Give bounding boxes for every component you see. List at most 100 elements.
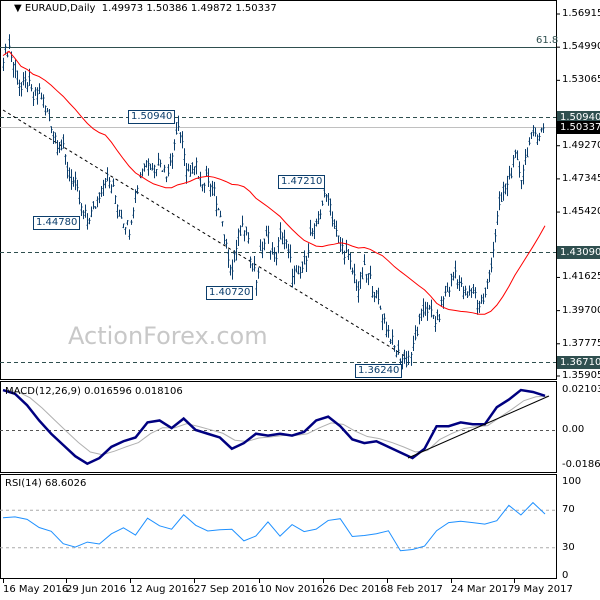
price-bar	[367, 273, 370, 286]
price-bar	[227, 249, 230, 268]
price-bar	[50, 125, 53, 134]
price-bar	[536, 134, 539, 145]
price-bar	[34, 87, 37, 96]
price-bar	[14, 59, 17, 79]
price-bar	[295, 265, 298, 273]
price-bar	[289, 244, 292, 263]
y-tick-label: 1.54990	[562, 41, 600, 53]
price-bar	[261, 241, 264, 259]
price-bar	[532, 125, 535, 137]
price-bar	[235, 239, 238, 261]
price-bar	[273, 247, 276, 262]
price-bar	[403, 349, 406, 364]
price-bar	[480, 294, 483, 304]
price-panel	[0, 0, 557, 380]
x-tick-label: 8 Feb 2017	[387, 584, 443, 595]
price-bar	[116, 204, 119, 219]
ohlc-readout: 1.49973 1.50386 1.49872 1.50337	[101, 3, 277, 14]
price-bar	[309, 219, 312, 236]
macd-tick-label: 0.021032	[562, 384, 600, 395]
symbol-label: EURAUD,Daily	[24, 3, 96, 14]
price-bar	[110, 184, 113, 194]
price-bar	[317, 211, 320, 225]
price-bar	[56, 140, 59, 156]
price-bar	[297, 265, 300, 275]
level-price-label: 1.50940	[557, 110, 600, 124]
price-bar	[377, 287, 380, 305]
price-bar	[277, 237, 280, 254]
x-tick-label: 26 Dec 2016	[323, 584, 387, 595]
price-bar	[173, 139, 176, 151]
price-bar	[460, 277, 463, 288]
macd-tick-label: 0.00	[562, 424, 585, 435]
price-bar	[237, 228, 240, 247]
price-bar	[68, 167, 71, 182]
price-bar	[283, 229, 286, 250]
price-bar	[159, 159, 162, 168]
level-price-label: 1.43090	[557, 246, 600, 260]
price-bar	[482, 293, 485, 305]
price-bar	[185, 162, 188, 184]
price-bar	[462, 286, 465, 300]
price-bar	[243, 230, 246, 242]
price-bar	[183, 148, 186, 166]
price-bar	[225, 238, 228, 249]
price-bar	[201, 184, 204, 192]
price-bar	[333, 219, 336, 230]
price-bar	[143, 163, 146, 172]
price-bar	[468, 285, 471, 296]
price-bar	[434, 316, 437, 332]
price-bar	[215, 196, 218, 217]
moving-average-line	[2, 50, 546, 315]
price-bar	[516, 150, 519, 161]
y-tick-label: 1.53065	[562, 74, 600, 86]
price-bar	[147, 158, 150, 176]
price-bar	[405, 351, 408, 368]
price-bar	[494, 229, 497, 243]
price-bar	[385, 321, 388, 338]
rsi-tick-label: 100	[562, 476, 582, 487]
price-bar	[383, 313, 386, 324]
price-bar	[528, 137, 531, 146]
price-bar	[48, 108, 51, 122]
price-bar	[299, 266, 302, 279]
price-bar	[391, 329, 394, 345]
price-bar	[436, 309, 439, 321]
price-bar	[2, 57, 5, 72]
price-bar	[26, 82, 29, 93]
price-bar	[514, 149, 517, 158]
price-bar	[157, 152, 160, 166]
price-bar	[145, 160, 148, 168]
price-bar	[430, 299, 433, 318]
price-bar	[343, 250, 346, 265]
price-bar	[458, 275, 461, 291]
price-bar	[64, 154, 67, 165]
price-bar	[177, 115, 180, 132]
price-bar	[88, 217, 91, 225]
price-bar	[315, 218, 318, 227]
price-bar	[82, 210, 85, 220]
price-bar	[486, 278, 489, 289]
price-bar	[285, 239, 288, 249]
price-bar	[120, 209, 123, 219]
price-bar	[221, 221, 224, 227]
price-bar	[209, 183, 212, 197]
price-bar	[307, 243, 310, 258]
price-bar	[349, 253, 352, 270]
price-bar	[520, 180, 523, 190]
price-bar	[414, 325, 417, 341]
price-bar	[155, 169, 158, 177]
price-bar	[66, 161, 69, 179]
price-bar	[496, 210, 499, 225]
price-bar	[448, 286, 451, 297]
price-bar	[18, 79, 21, 97]
price-bar	[472, 284, 475, 294]
price-bar	[279, 222, 282, 240]
price-bar	[407, 350, 410, 365]
price-bar	[305, 255, 308, 273]
price-bar	[8, 34, 11, 50]
dropdown-icon[interactable]: ▼	[14, 3, 22, 14]
price-bar	[167, 164, 170, 177]
price-bar	[418, 313, 421, 325]
